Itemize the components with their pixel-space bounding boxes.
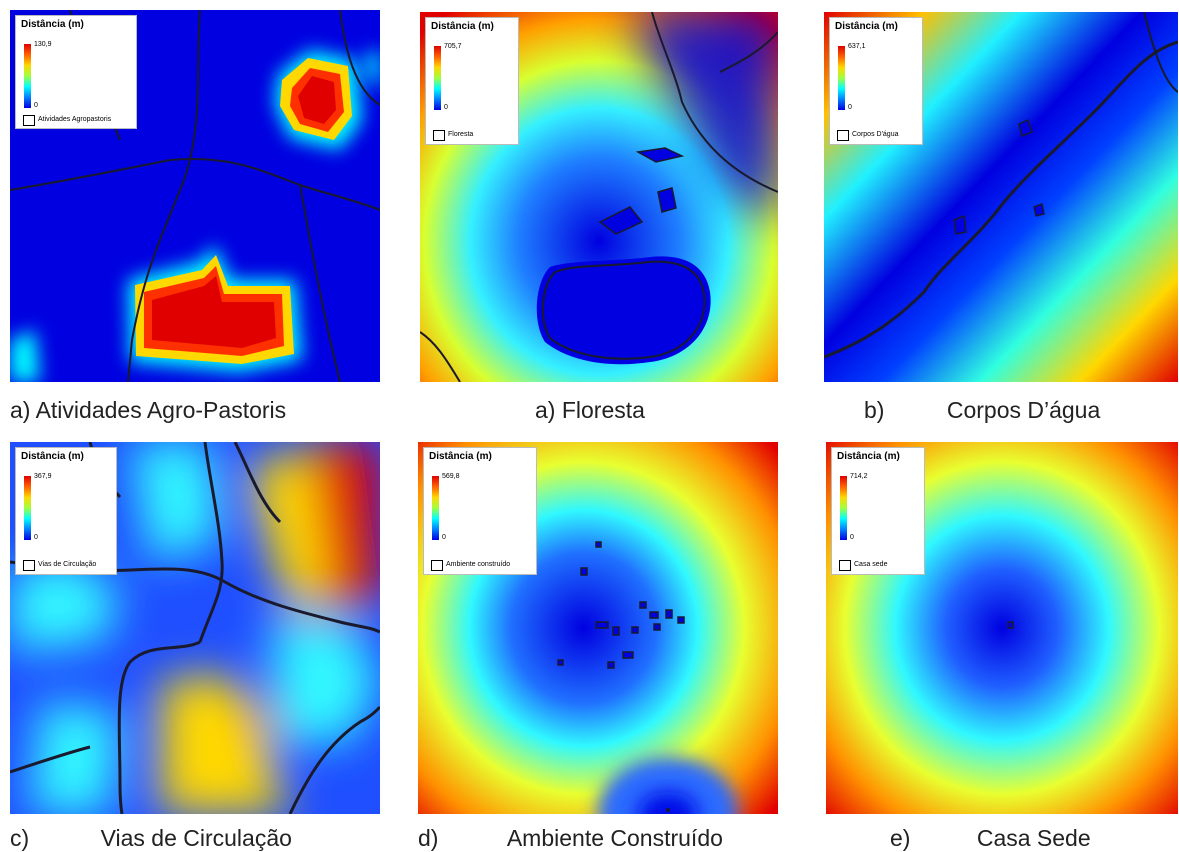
layer-swatch <box>431 560 443 571</box>
legend-layer-name: Atividades Agropastoris <box>38 116 112 123</box>
legend-max-value: 637,1 <box>848 43 866 50</box>
legend-min-value: 0 <box>34 102 38 109</box>
caption-text: Atividades Agro-Pastoris <box>35 397 287 423</box>
caption-casa: e) Casa Sede <box>890 825 1091 852</box>
color-ramp <box>840 476 847 540</box>
distance-map-floresta: Distância (m) 705,7 0 Floresta <box>420 12 778 382</box>
color-ramp <box>24 44 31 108</box>
caption-letter: a) <box>10 397 31 423</box>
layer-swatch <box>433 130 445 141</box>
caption-letter: e) <box>890 825 911 851</box>
legend-max-value: 130,9 <box>34 41 52 48</box>
caption-text: Floresta <box>561 397 645 423</box>
legend: Distância (m) 569,8 0 Ambiente construíd… <box>423 447 537 575</box>
legend-min-value: 0 <box>442 534 446 541</box>
caption-ambiente: d) Ambiente Construído <box>418 825 723 852</box>
map-vias-svg <box>10 442 380 814</box>
caption-letter: b) <box>864 397 885 423</box>
legend: Distância (m) 367,9 0 Vias de Circulação <box>15 447 117 575</box>
legend-max-value: 714,2 <box>850 473 868 480</box>
caption-corpos: b) Corpos D’água <box>864 397 1100 424</box>
caption-text: Casa Sede <box>976 825 1091 851</box>
legend: Distância (m) 705,7 0 Floresta <box>425 17 519 145</box>
legend-min-value: 0 <box>444 104 448 111</box>
legend: Distância (m) 637,1 0 Corpos D'água <box>829 17 923 145</box>
caption-text: Ambiente Construído <box>506 825 723 851</box>
legend-layer-name: Ambiente construído <box>446 561 511 568</box>
panel-vias: Distância (m) 367,9 0 Vias de Circulação… <box>0 430 400 852</box>
legend-title: Distância (m) <box>21 19 84 30</box>
legend-min-value: 0 <box>34 534 38 541</box>
legend: Distância (m) 714,2 0 Casa sede <box>831 447 925 575</box>
legend-max-value: 367,9 <box>34 473 52 480</box>
map-ambiente-svg <box>418 442 778 814</box>
caption-text: Vias de Circulação <box>100 825 292 851</box>
legend-layer-name: Floresta <box>448 131 474 138</box>
caption-letter: d) <box>418 825 439 851</box>
layer-swatch <box>23 115 35 126</box>
legend-title: Distância (m) <box>429 451 492 462</box>
panel-casa: Distância (m) 714,2 0 Casa sede e) Casa … <box>800 430 1179 852</box>
distance-map-casa: Distância (m) 714,2 0 Casa sede <box>826 442 1178 814</box>
panel-floresta: Distância (m) 705,7 0 Floresta a) Flores… <box>400 0 800 430</box>
map-atividades-svg <box>10 10 380 382</box>
distance-map-atividades: Distância (m) 130,9 0 Atividades Agropas… <box>10 10 380 382</box>
legend-max-value: 569,8 <box>442 473 460 480</box>
legend-title: Distância (m) <box>21 451 84 462</box>
caption-atividades: a) Atividades Agro-Pastoris <box>10 397 286 424</box>
layer-swatch <box>23 560 35 571</box>
legend-min-value: 0 <box>850 534 854 541</box>
color-ramp <box>838 46 845 110</box>
color-ramp <box>24 476 31 540</box>
caption-vias: c) Vias de Circulação <box>10 825 292 852</box>
caption-letter: c) <box>10 825 30 851</box>
color-ramp <box>432 476 439 540</box>
legend-min-value: 0 <box>848 104 852 111</box>
caption-floresta: a) Floresta <box>535 397 645 424</box>
distance-map-ambiente: Distância (m) 569,8 0 Ambiente construíd… <box>418 442 778 814</box>
caption-text: Corpos D’água <box>946 397 1101 423</box>
legend-layer-name: Vias de Circulação <box>38 561 97 568</box>
panel-corpos: Distância (m) 637,1 0 Corpos D'água b) C… <box>800 0 1179 430</box>
layer-swatch <box>837 130 849 141</box>
caption-letter: a) <box>535 397 556 423</box>
distance-map-vias: Distância (m) 367,9 0 Vias de Circulação <box>10 442 380 814</box>
panel-atividades: Distância (m) 130,9 0 Atividades Agropas… <box>0 0 400 430</box>
legend: Distância (m) 130,9 0 Atividades Agropas… <box>15 15 137 129</box>
legend-max-value: 705,7 <box>444 43 462 50</box>
panel-ambiente: Distância (m) 569,8 0 Ambiente construíd… <box>400 430 800 852</box>
legend-title: Distância (m) <box>835 21 898 32</box>
distance-map-corpos: Distância (m) 637,1 0 Corpos D'água <box>824 12 1178 382</box>
layer-swatch <box>839 560 851 571</box>
legend-layer-name: Casa sede <box>854 561 888 568</box>
color-ramp <box>434 46 441 110</box>
legend-title: Distância (m) <box>837 451 900 462</box>
legend-layer-name: Corpos D'água <box>852 131 899 138</box>
legend-title: Distância (m) <box>431 21 494 32</box>
